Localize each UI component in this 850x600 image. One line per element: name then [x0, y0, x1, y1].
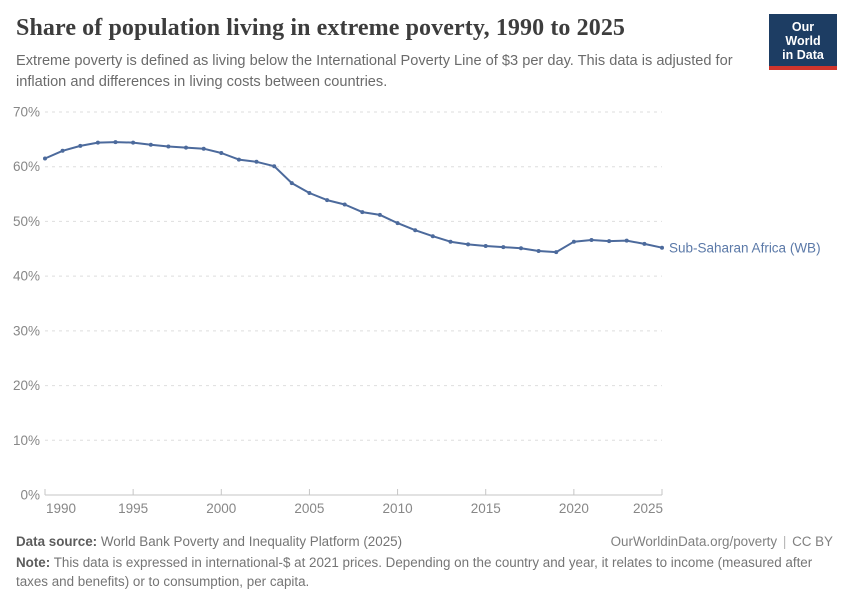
y-axis-label: 30%	[13, 323, 40, 338]
data-source-line: Data source: World Bank Poverty and Ineq…	[16, 533, 402, 551]
data-point[interactable]	[166, 144, 171, 149]
data-point[interactable]	[131, 140, 136, 145]
data-point[interactable]	[60, 148, 65, 153]
owid-logo[interactable]: Our World in Data	[769, 14, 837, 70]
data-point[interactable]	[589, 238, 594, 242]
chart-title: Share of population living in extreme po…	[16, 15, 626, 41]
y-axis-label: 40%	[13, 269, 40, 284]
data-point[interactable]	[501, 245, 506, 250]
data-point[interactable]	[536, 249, 541, 253]
data-point[interactable]	[448, 239, 453, 244]
data-source-label: Data source:	[16, 534, 98, 549]
x-axis-label: 2005	[294, 501, 324, 516]
x-axis-label: 2000	[206, 501, 236, 516]
x-axis-label: 1995	[118, 501, 148, 516]
license-link[interactable]: CC BY	[792, 534, 833, 549]
data-point[interactable]	[325, 198, 330, 203]
x-axis-label: 1990	[46, 501, 76, 516]
y-axis-label: 0%	[20, 488, 40, 503]
data-source-text: World Bank Poverty and Inequality Platfo…	[100, 534, 403, 549]
y-axis-label: 70%	[13, 105, 40, 120]
line-chart-canvas: 0% 10% 20% 30% 40% 50% 60% 70% 1990 1995 2000 2005 2…	[13, 105, 821, 517]
data-point[interactable]	[519, 246, 523, 251]
data-point[interactable]	[360, 210, 365, 215]
x-axis-label: 2015	[471, 501, 501, 516]
data-point[interactable]	[272, 164, 277, 169]
data-point[interactable]	[342, 202, 347, 207]
owid-url-link[interactable]: OurWorldinData.org/poverty	[610, 534, 778, 549]
owid-logo-line2: in Data	[782, 48, 824, 62]
data-point[interactable]	[289, 181, 294, 186]
footnote-text: This data is expressed in international-…	[16, 555, 813, 589]
data-point[interactable]	[95, 140, 100, 145]
data-point[interactable]	[413, 228, 418, 233]
data-point[interactable]	[607, 239, 612, 244]
data-point[interactable]	[571, 239, 576, 244]
data-point[interactable]	[236, 157, 241, 162]
data-point[interactable]	[642, 241, 647, 246]
separator: |	[782, 534, 787, 549]
data-point[interactable]	[78, 143, 83, 148]
data-point[interactable]	[43, 156, 47, 161]
data-point[interactable]	[113, 140, 118, 145]
data-point[interactable]	[430, 234, 435, 239]
data-point[interactable]	[219, 151, 224, 155]
footnote: Note: This data is expressed in internat…	[16, 554, 828, 591]
data-point[interactable]	[201, 146, 206, 151]
x-axis-label: 2020	[559, 501, 589, 516]
data-point[interactable]	[254, 159, 259, 164]
data-line-sub-saharan-africa[interactable]	[44, 141, 663, 254]
data-point[interactable]	[377, 212, 382, 217]
data-point[interactable]	[660, 245, 664, 250]
data-point[interactable]	[307, 191, 312, 195]
owid-logo-line1: Our World	[785, 20, 821, 48]
y-axis-label: 60%	[13, 159, 40, 174]
series-label[interactable]: Sub-Saharan Africa (WB)	[669, 240, 821, 255]
data-point[interactable]	[466, 242, 471, 247]
x-axis-label: 2010	[383, 501, 413, 516]
data-point[interactable]	[483, 244, 488, 248]
data-point[interactable]	[184, 145, 188, 150]
data-point[interactable]	[395, 221, 400, 226]
y-axis-label: 20%	[13, 378, 40, 393]
y-axis-label: 10%	[13, 433, 40, 448]
y-axis-label: 50%	[13, 214, 40, 229]
data-point[interactable]	[148, 142, 153, 147]
data-point[interactable]	[554, 250, 559, 255]
footnote-label: Note:	[16, 555, 51, 570]
x-axis-label: 2025	[633, 501, 663, 516]
chart-subtitle: Extreme poverty is defined as living bel…	[16, 53, 733, 90]
data-point[interactable]	[624, 238, 629, 243]
citation-link[interactable]: OurWorldinData.org/poverty | CC BY	[611, 533, 833, 551]
